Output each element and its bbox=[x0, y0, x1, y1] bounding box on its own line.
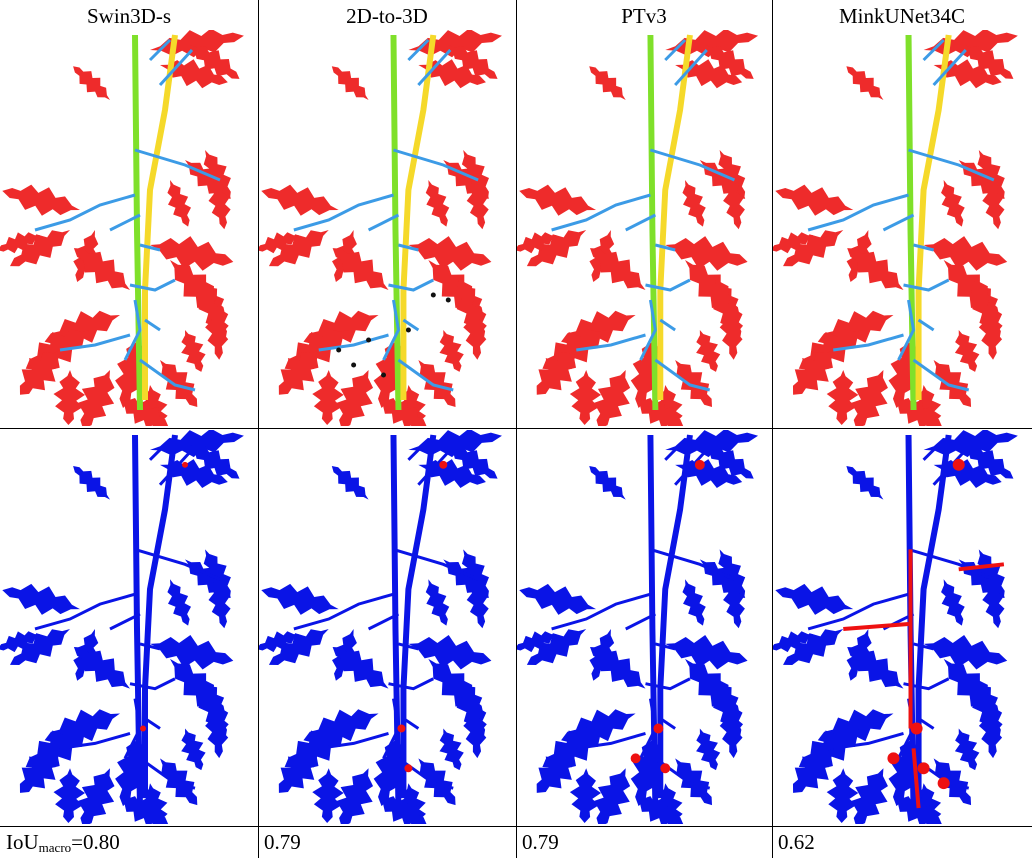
header-ptv3: PTv3 bbox=[621, 4, 667, 28]
plant-render bbox=[773, 30, 1018, 426]
grid-divider bbox=[516, 0, 517, 858]
grid-divider bbox=[258, 0, 259, 858]
score-value: 0.79 bbox=[522, 830, 559, 854]
plant-render bbox=[259, 30, 502, 426]
error-panel-swin3d-s bbox=[0, 430, 258, 824]
seg-panel-ptv3 bbox=[517, 30, 772, 426]
score-ptv3: 0.79 bbox=[516, 826, 772, 858]
score-value: 0.62 bbox=[778, 830, 815, 854]
header-2d-to-3d: 2D-to-3D bbox=[346, 4, 428, 28]
grid-divider bbox=[0, 826, 1032, 827]
plant-render bbox=[517, 430, 759, 824]
score-prefix: IoU bbox=[6, 830, 39, 854]
seg-panel-minkunet34c bbox=[773, 30, 1032, 426]
plant-render bbox=[517, 30, 759, 426]
plant-render bbox=[773, 430, 1018, 824]
plant-render bbox=[259, 430, 502, 824]
score-minkunet34c: 0.62 bbox=[772, 826, 1032, 858]
error-panel-ptv3 bbox=[517, 430, 772, 824]
seg-panel-swin3d-s bbox=[0, 30, 258, 426]
error-panel-2d-to-3d bbox=[259, 430, 516, 824]
seg-panel-2d-to-3d bbox=[259, 30, 516, 426]
grid-divider bbox=[0, 428, 1032, 429]
plant-render bbox=[0, 30, 244, 426]
score-value: 0.79 bbox=[264, 830, 301, 854]
score-swin3d-s: IoUmacro=0.80 bbox=[0, 826, 258, 858]
grid-divider bbox=[772, 0, 773, 858]
header-swin3d-s: Swin3D-s bbox=[86, 4, 171, 28]
score-2d-to-3d: 0.79 bbox=[258, 826, 516, 858]
plant-render bbox=[0, 430, 244, 824]
error-panel-minkunet34c bbox=[773, 430, 1032, 824]
header-minkunet34c: MinkUNet34C bbox=[839, 4, 965, 28]
score-subscript: macro bbox=[38, 840, 72, 855]
score-value: =0.80 bbox=[71, 830, 120, 854]
